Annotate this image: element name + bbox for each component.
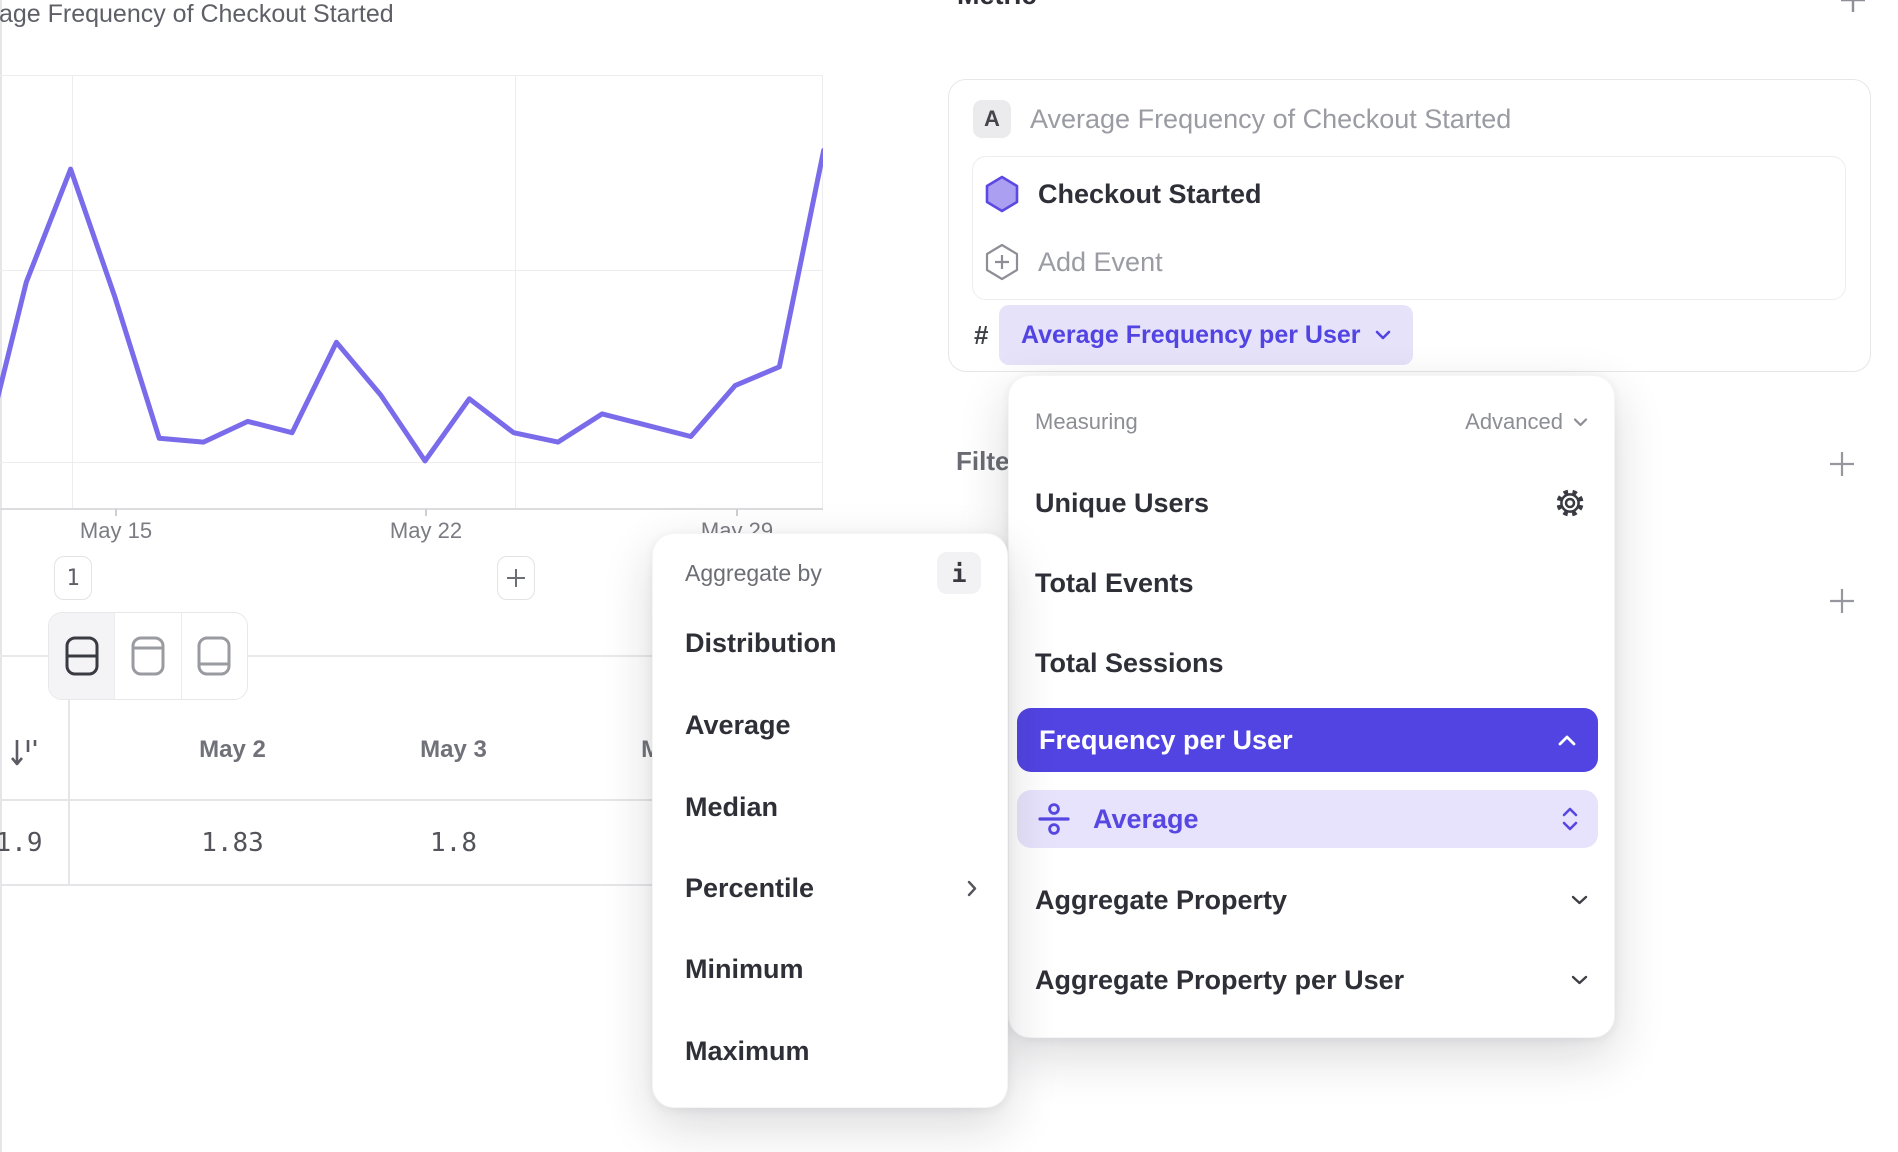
menu-item-frequency-per-user-selected[interactable]: Frequency per User <box>1017 708 1598 772</box>
metric-row-badge: A <box>973 100 1011 138</box>
x-axis-tick <box>425 509 427 516</box>
measuring-menu: Measuring Advanced Unique Users Total Ev… <box>1008 375 1615 1038</box>
gridline <box>0 270 823 271</box>
event-name: Checkout Started <box>1038 178 1262 209</box>
add-breakdown-button[interactable] <box>1824 583 1860 619</box>
add-filter-button[interactable] <box>1824 446 1860 482</box>
gridline <box>822 75 823 508</box>
panel-divider <box>0 0 2 1152</box>
chevron-up-icon <box>1558 735 1576 745</box>
gridline <box>0 75 823 76</box>
divider <box>0 655 48 657</box>
gridline <box>0 462 823 463</box>
menu-item-maximum[interactable]: Maximum <box>685 1035 810 1066</box>
measurement-value: Average Frequency per User <box>1021 320 1361 349</box>
chart-title: Average Frequency of Checkout Started <box>0 0 394 28</box>
event-box <box>972 156 1846 300</box>
x-tick-label: May 22 <box>389 518 463 543</box>
advanced-label: Advanced <box>1465 409 1563 434</box>
unfold-more-icon <box>1562 807 1578 831</box>
series-number: 1 <box>66 565 80 591</box>
chevron-down-icon <box>1571 975 1588 985</box>
gear-icon[interactable] <box>1552 485 1588 521</box>
menu-item-total-events[interactable]: Total Events <box>1035 567 1194 598</box>
measurement-dropdown[interactable]: Average Frequency per User <box>999 305 1413 365</box>
aggregate-by-header: Aggregate by i <box>685 552 981 594</box>
x-axis-line <box>0 508 823 510</box>
menu-item-median[interactable]: Median <box>685 791 779 822</box>
line-chart[interactable] <box>0 0 823 520</box>
aggregate-by-label: Aggregate by <box>685 559 822 586</box>
menu-item-unique-users[interactable]: Unique Users <box>1035 481 1588 525</box>
menu-item-total-sessions[interactable]: Total Sessions <box>1035 647 1224 678</box>
event-hexagon-icon <box>985 175 1019 213</box>
chart-view-icon <box>131 636 165 676</box>
menu-item-average[interactable]: Average <box>685 709 791 740</box>
measuring-label: Measuring <box>1035 409 1138 434</box>
menu-item-distribution[interactable]: Distribution <box>685 627 837 658</box>
add-event-button[interactable]: Add Event <box>984 228 1834 296</box>
plus-icon <box>507 569 525 587</box>
chevron-down-icon <box>1573 417 1588 426</box>
metric-section-heading: Metric <box>957 0 1037 11</box>
chevron-down-icon <box>1571 895 1588 905</box>
layout-chart-view-button[interactable] <box>114 613 180 699</box>
table-view-icon <box>197 636 231 676</box>
measurement-type-symbol: # <box>974 320 989 350</box>
layout-split-view-button[interactable] <box>49 613 115 699</box>
divider <box>248 655 908 657</box>
plus-icon <box>1830 452 1854 476</box>
metric-query-title[interactable]: Average Frequency of Checkout Started <box>1030 104 1512 134</box>
gridline <box>72 75 73 508</box>
average-division-icon <box>1038 803 1070 835</box>
gridline <box>515 75 516 508</box>
sort-button[interactable] <box>8 734 42 777</box>
chevron-right-icon <box>967 880 977 896</box>
add-series-button[interactable] <box>497 556 535 600</box>
table-cell: 1.9 <box>0 827 43 858</box>
menu-item-percentile[interactable]: Percentile <box>685 866 977 910</box>
table-border <box>68 700 70 885</box>
table-column-header[interactable]: May 2 <box>199 736 266 763</box>
table-border <box>0 799 908 801</box>
table-cell: 1.83 <box>201 827 264 858</box>
table-border <box>0 884 908 886</box>
series-number-chip[interactable]: 1 <box>54 556 92 600</box>
x-axis-tick <box>736 509 738 516</box>
measuring-menu-header: Measuring Advanced <box>1035 404 1588 440</box>
event-row[interactable]: Checkout Started <box>984 160 1834 228</box>
menu-item-minimum[interactable]: Minimum <box>685 953 804 984</box>
layout-toggle-group <box>48 612 248 700</box>
split-view-icon <box>65 636 99 676</box>
layout-table-view-button[interactable] <box>180 613 247 699</box>
x-axis-tick <box>115 509 117 516</box>
table-column-header[interactable]: May 3 <box>420 736 487 763</box>
table-cell: 1.8 <box>430 827 477 858</box>
menu-item-aggregate-property-per-user[interactable]: Aggregate Property per User <box>1035 958 1588 1002</box>
add-event-hexagon-icon <box>985 243 1019 281</box>
menu-subitem-average-selected[interactable]: Average <box>1017 790 1598 848</box>
sort-descending-icon <box>11 740 37 766</box>
add-event-label: Add Event <box>1038 246 1163 277</box>
aggregate-by-menu: Aggregate by i Distribution Average Medi… <box>652 533 1008 1108</box>
add-metric-icon[interactable] <box>1838 0 1868 14</box>
chart-title-clip: Average Frequency of Checkout Started <box>0 0 420 36</box>
chevron-down-icon <box>1375 330 1390 340</box>
advanced-toggle[interactable]: Advanced <box>1465 409 1588 435</box>
chart-series-line <box>0 147 823 464</box>
x-tick-label: May 15 <box>79 518 153 543</box>
menu-item-aggregate-property[interactable]: Aggregate Property <box>1035 878 1588 922</box>
plus-icon <box>1830 589 1854 613</box>
info-icon[interactable]: i <box>937 552 981 594</box>
